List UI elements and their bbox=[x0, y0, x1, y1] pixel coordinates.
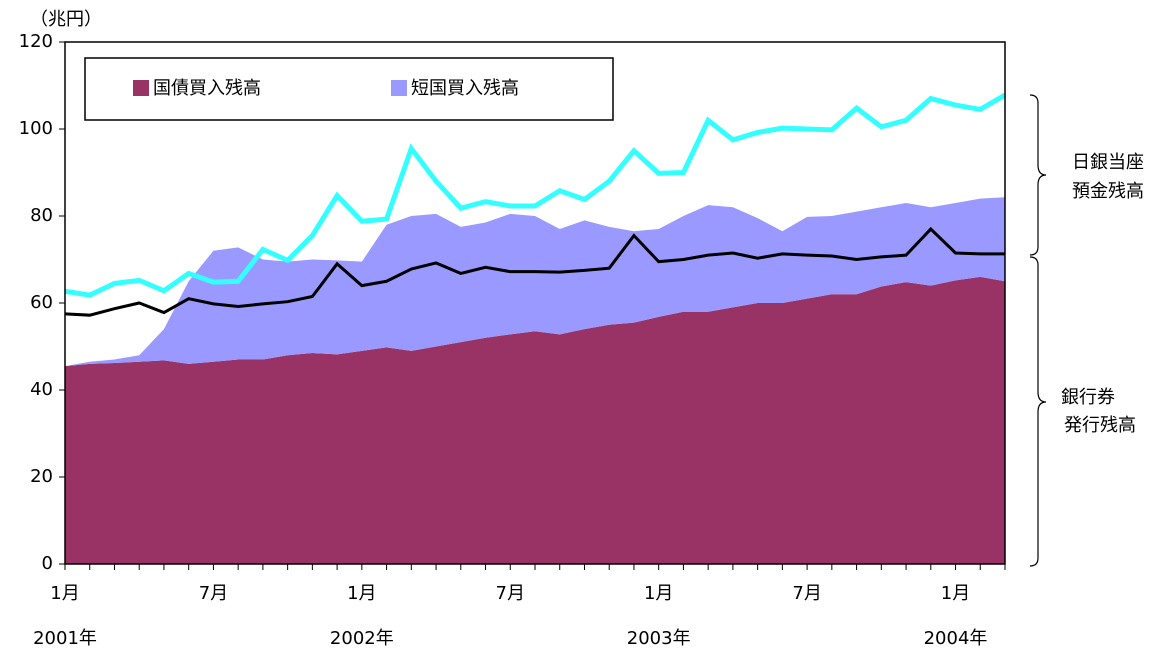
x-tick-label: 7月 bbox=[199, 583, 228, 604]
x-tick-label: 1月 bbox=[50, 583, 79, 604]
brace bbox=[1029, 256, 1047, 567]
line bbox=[64, 92, 1007, 298]
annotation: 銀行券 bbox=[1061, 387, 1115, 408]
annotation: 預金残高 bbox=[1072, 181, 1144, 202]
legend-label: 国債買入残高 bbox=[153, 78, 261, 99]
y-tick-label: 100 bbox=[19, 118, 53, 139]
annotation: 日銀当座 bbox=[1072, 152, 1144, 173]
y-tick-label: 0 bbox=[42, 553, 53, 574]
x-tick-label: 1月 bbox=[644, 583, 673, 604]
x-tick-label: 7月 bbox=[496, 583, 525, 604]
y-tick-label: 120 bbox=[19, 31, 53, 52]
x-tick-label: 1月 bbox=[941, 583, 970, 604]
year-label: 2002年 bbox=[330, 628, 394, 649]
year-label: 2003年 bbox=[627, 628, 691, 649]
y-tick-label: 80 bbox=[30, 205, 53, 226]
year-label: 2004年 bbox=[924, 628, 988, 649]
legend-box bbox=[84, 57, 614, 121]
area bbox=[65, 276, 1005, 564]
brace bbox=[1029, 94, 1047, 256]
y-tick-label: 40 bbox=[30, 379, 53, 400]
y-tick-label: 60 bbox=[30, 292, 53, 313]
area bbox=[65, 197, 1005, 367]
x-tick-label: 1月 bbox=[347, 583, 376, 604]
x-tick-label: 7月 bbox=[792, 583, 821, 604]
line bbox=[64, 226, 1005, 317]
annotation: 発行残高 bbox=[1064, 415, 1136, 436]
legend-label: 短国買入残高 bbox=[411, 78, 519, 99]
legend-swatch bbox=[391, 80, 407, 96]
year-label: 2001年 bbox=[33, 628, 97, 649]
legend-swatch bbox=[133, 80, 149, 96]
unit-label: （兆円） bbox=[30, 9, 102, 30]
y-tick-label: 20 bbox=[30, 466, 53, 487]
